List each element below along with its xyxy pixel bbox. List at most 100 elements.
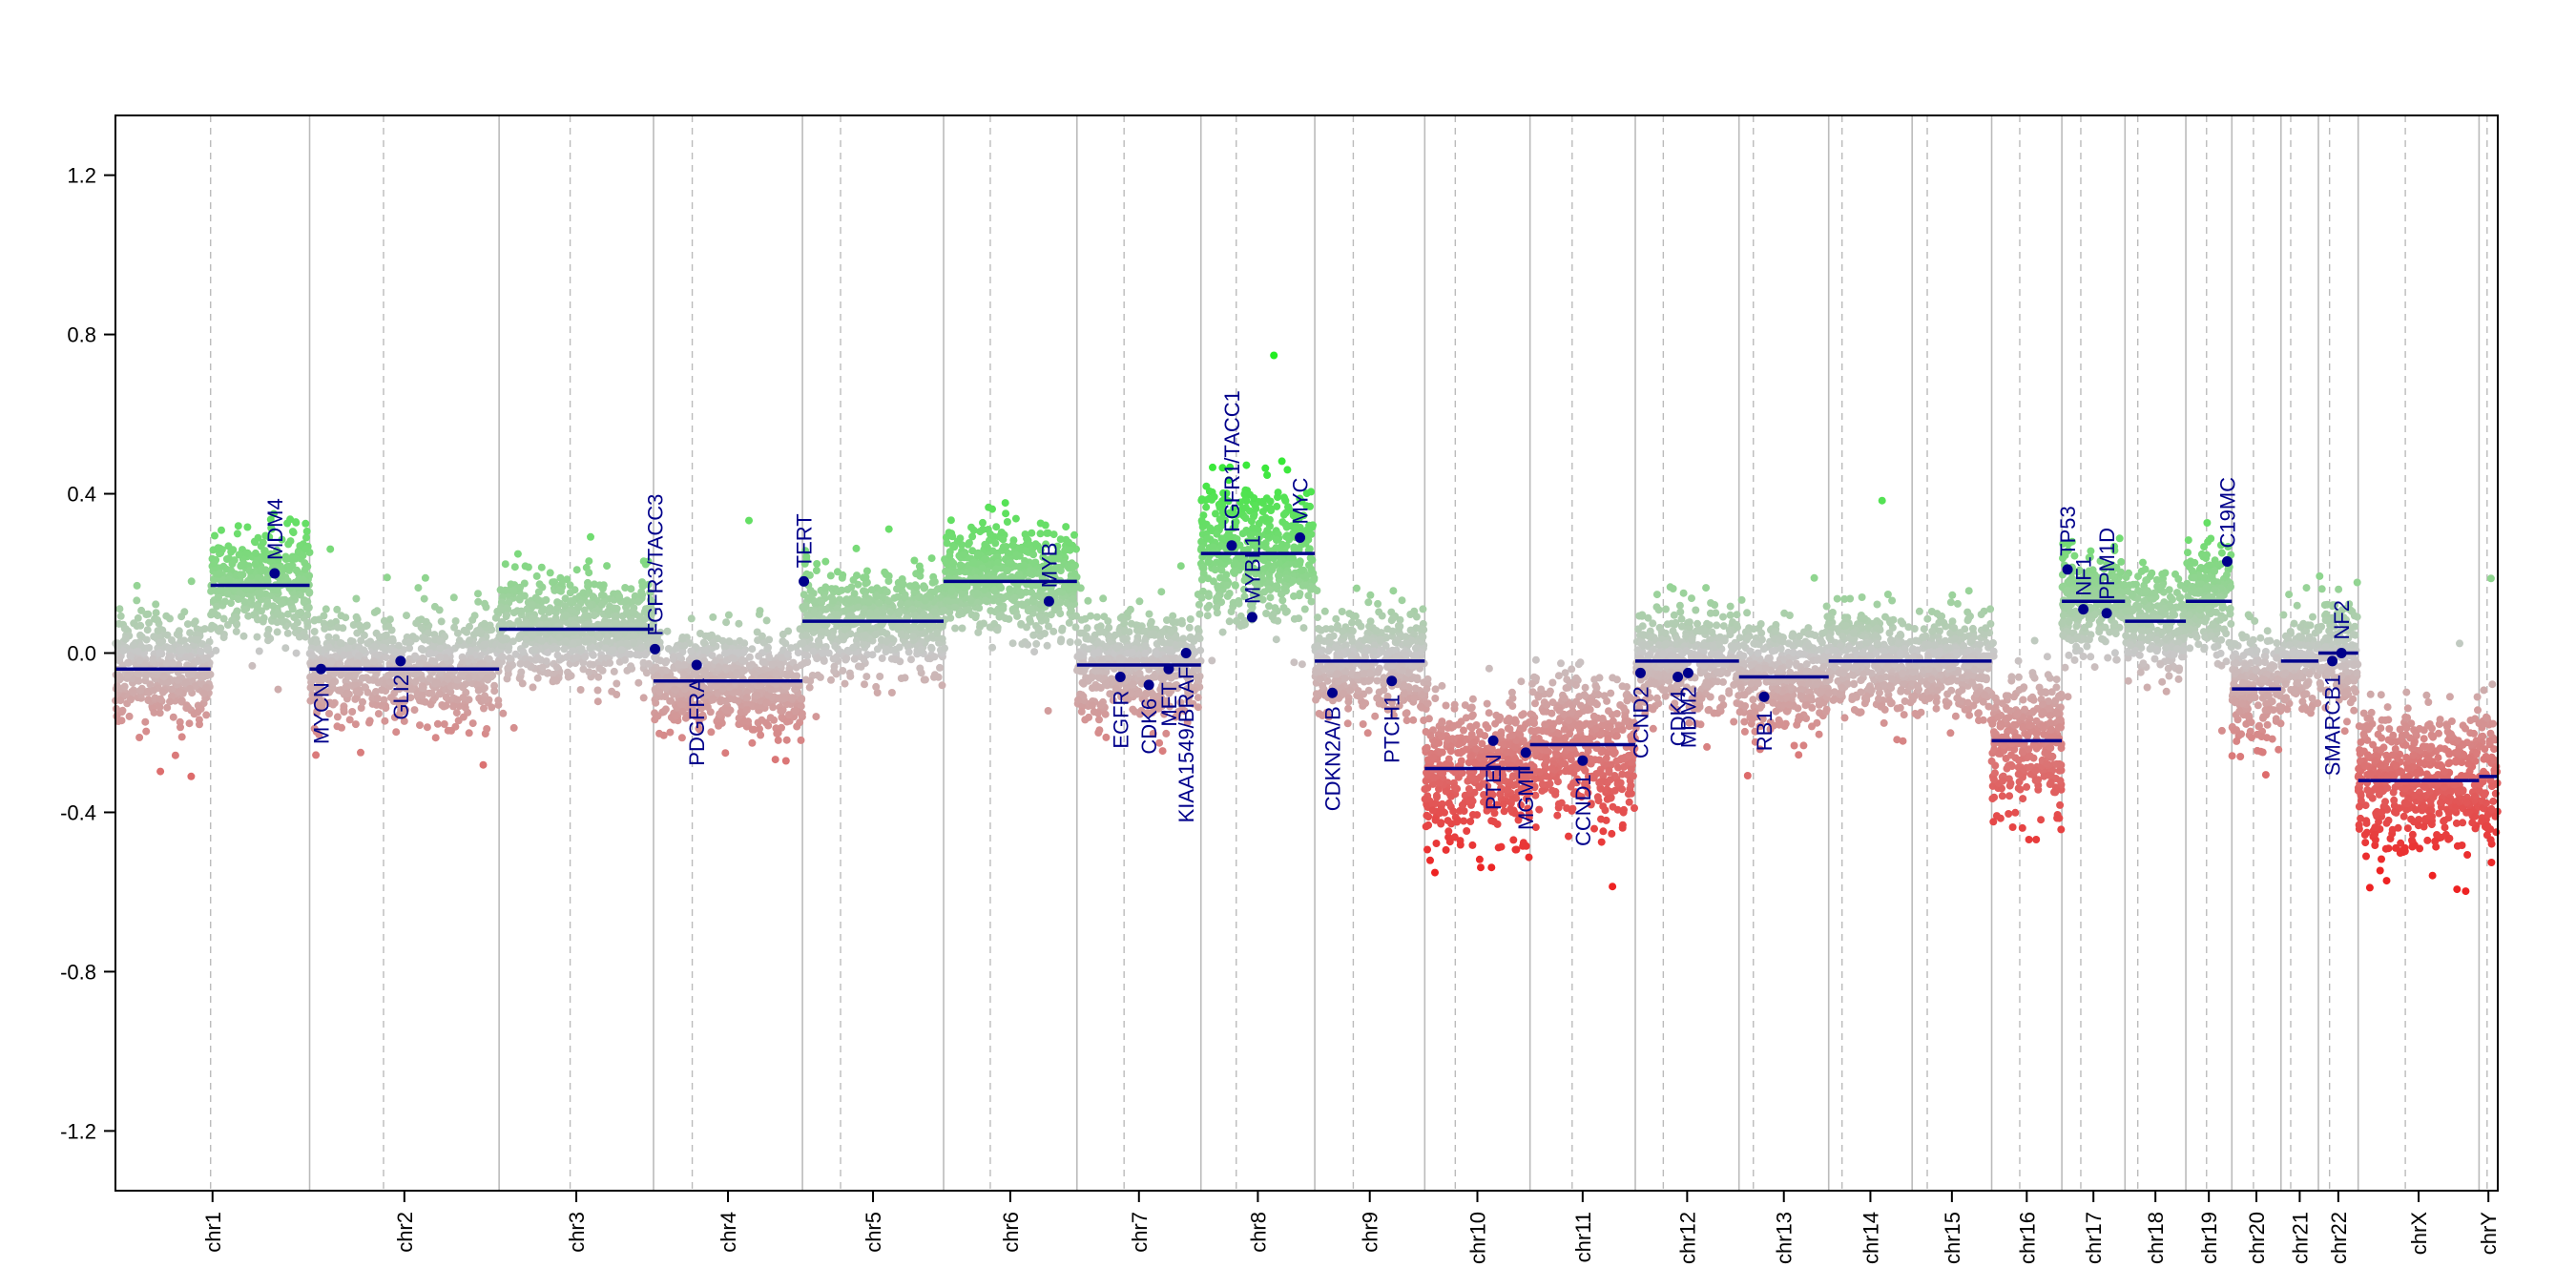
probe-point <box>1077 707 1086 716</box>
probe-point <box>253 603 261 612</box>
probe-point <box>981 596 989 605</box>
probe-point <box>483 674 491 682</box>
probe-point <box>722 706 731 715</box>
probe-point <box>1078 678 1087 687</box>
probe-point <box>956 561 965 570</box>
probe-point <box>677 700 686 709</box>
probe-point <box>830 662 839 671</box>
probe-point <box>365 675 374 684</box>
probe-point <box>224 542 233 551</box>
probe-point <box>426 700 435 709</box>
probe-point <box>546 569 554 577</box>
probe-point <box>768 660 777 669</box>
probe-point <box>621 584 630 592</box>
probe-point <box>308 651 316 659</box>
probe-point <box>232 627 240 635</box>
probe-point <box>758 632 766 640</box>
probe-point <box>627 585 635 593</box>
probe-point <box>1092 613 1101 621</box>
probe-point <box>806 676 815 685</box>
probe-point <box>355 621 364 630</box>
probe-point <box>946 516 955 525</box>
probe-point <box>227 566 236 574</box>
probe-point <box>845 596 854 605</box>
probe-point <box>968 559 977 567</box>
probe-point <box>612 612 620 620</box>
probe-point <box>537 563 546 571</box>
probe-point <box>490 687 499 696</box>
probe-point <box>509 637 517 646</box>
probe-point <box>585 569 593 577</box>
probe-point <box>364 639 372 648</box>
probe-point <box>672 645 680 653</box>
probe-point <box>654 712 662 720</box>
probe-point <box>261 531 270 540</box>
probe-point <box>156 695 165 703</box>
probe-point <box>1023 623 1030 632</box>
probe-point <box>436 637 445 646</box>
probe-point <box>1101 679 1110 688</box>
probe-point <box>579 589 588 597</box>
probe-point <box>999 535 1008 544</box>
probe-point <box>234 522 242 530</box>
probe-point <box>735 619 743 628</box>
probe-point <box>579 658 588 667</box>
probe-point <box>927 554 936 563</box>
probe-point <box>883 645 891 654</box>
probe-point <box>978 564 987 572</box>
probe-point <box>1022 547 1030 555</box>
probe-point <box>135 656 144 665</box>
probe-point <box>1075 651 1084 659</box>
probe-point <box>1196 646 1205 654</box>
probe-point <box>553 598 562 607</box>
probe-point <box>518 679 527 688</box>
probe-point <box>411 677 420 686</box>
probe-point <box>581 653 590 661</box>
probe-point <box>949 542 958 551</box>
probe-point <box>437 617 446 626</box>
probe-point <box>873 645 882 654</box>
probe-point <box>288 555 297 564</box>
probe-point <box>174 669 182 677</box>
probe-point <box>595 634 604 642</box>
probe-point <box>240 606 249 614</box>
probe-point <box>504 664 512 673</box>
probe-point <box>474 590 482 598</box>
probe-point <box>213 602 221 611</box>
probe-point <box>349 621 358 629</box>
probe-point <box>453 696 462 704</box>
probe-point <box>190 619 198 628</box>
probe-point <box>494 696 503 705</box>
probe-point <box>380 616 388 625</box>
probe-point <box>380 644 388 652</box>
probe-point <box>129 688 137 696</box>
probe-point <box>459 683 467 692</box>
probe-point <box>483 725 491 733</box>
probe-point <box>769 703 778 712</box>
probe-point <box>748 738 757 747</box>
probe-point <box>281 555 290 563</box>
probe-point <box>733 669 740 677</box>
probe-point <box>203 654 212 662</box>
probe-point <box>299 631 307 639</box>
probe-point <box>941 644 948 653</box>
probe-point <box>289 529 298 537</box>
probe-point <box>555 634 564 642</box>
probe-point <box>325 688 334 696</box>
probe-point <box>762 698 771 707</box>
probe-point <box>478 660 487 669</box>
probe-point <box>774 736 782 744</box>
probe-point <box>777 660 785 669</box>
probe-point <box>479 760 488 769</box>
probe-point <box>202 711 211 719</box>
probe-point <box>1008 541 1017 550</box>
probe-point <box>1105 623 1113 632</box>
probe-point <box>981 540 989 549</box>
probe-point <box>380 679 388 688</box>
probe-point <box>211 610 219 618</box>
probe-point <box>597 591 606 599</box>
probe-point <box>261 566 270 574</box>
probe-point <box>1091 666 1099 675</box>
probe-point <box>528 632 536 640</box>
probe-point <box>1020 561 1028 570</box>
